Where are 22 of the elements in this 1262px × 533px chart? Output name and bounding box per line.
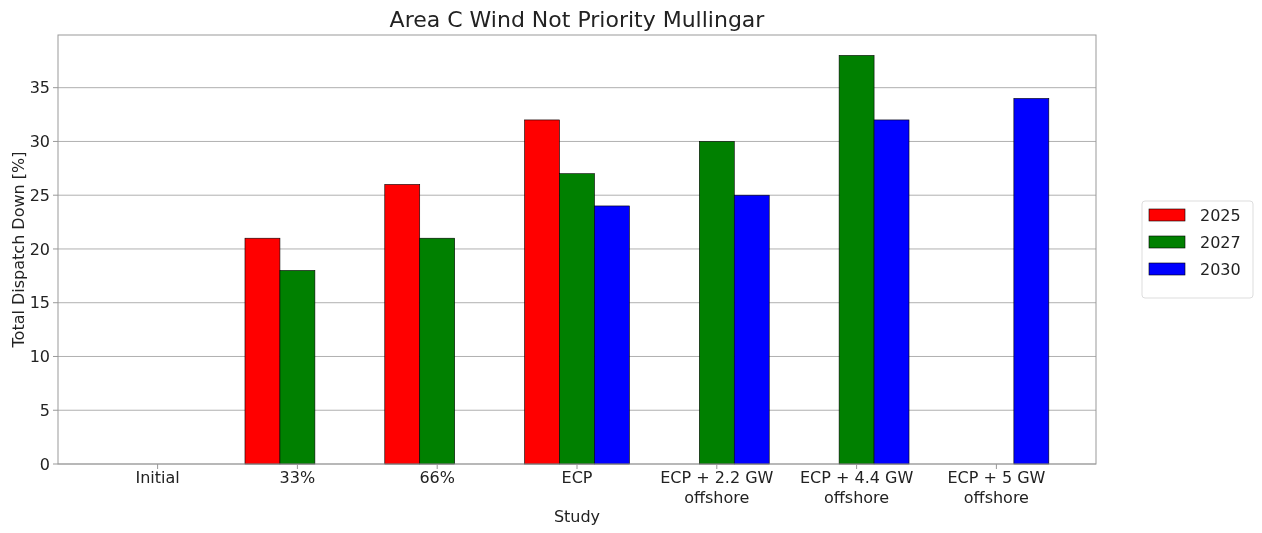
- y-tick-label: 0: [39, 454, 50, 474]
- bar: [1013, 98, 1050, 465]
- legend-label: 2027: [1200, 232, 1241, 252]
- y-tick-label: 15: [29, 293, 50, 313]
- chart-title: Area C Wind Not Priority Mullingar: [389, 7, 766, 32]
- x-tick-label: ECP + 5 GW offshore: [947, 468, 1046, 507]
- y-axis-title: Total Dispatch Down [%]: [9, 151, 28, 349]
- y-tick-label: 25: [29, 185, 50, 205]
- x-tick-label: ECP + 2.2 GW offshore: [660, 468, 774, 507]
- x-axis-title: Study: [553, 507, 601, 526]
- x-tick-label: Initial: [135, 468, 180, 487]
- x-tick-label: ECP: [561, 468, 593, 487]
- y-tick-label: 20: [29, 239, 50, 259]
- x-tick-label: 33%: [279, 468, 316, 487]
- x-tick-label: ECP + 4.4 GW offshore: [799, 468, 914, 507]
- x-tick-label: 66%: [419, 468, 455, 487]
- y-tick-label: 35: [29, 78, 50, 98]
- y-tick-label: 10: [29, 347, 50, 367]
- legend-label: 2030: [1200, 259, 1241, 279]
- y-tick-label: 30: [29, 132, 50, 152]
- legend-label: 2025: [1200, 205, 1241, 225]
- y-tick-label: 5: [39, 400, 50, 420]
